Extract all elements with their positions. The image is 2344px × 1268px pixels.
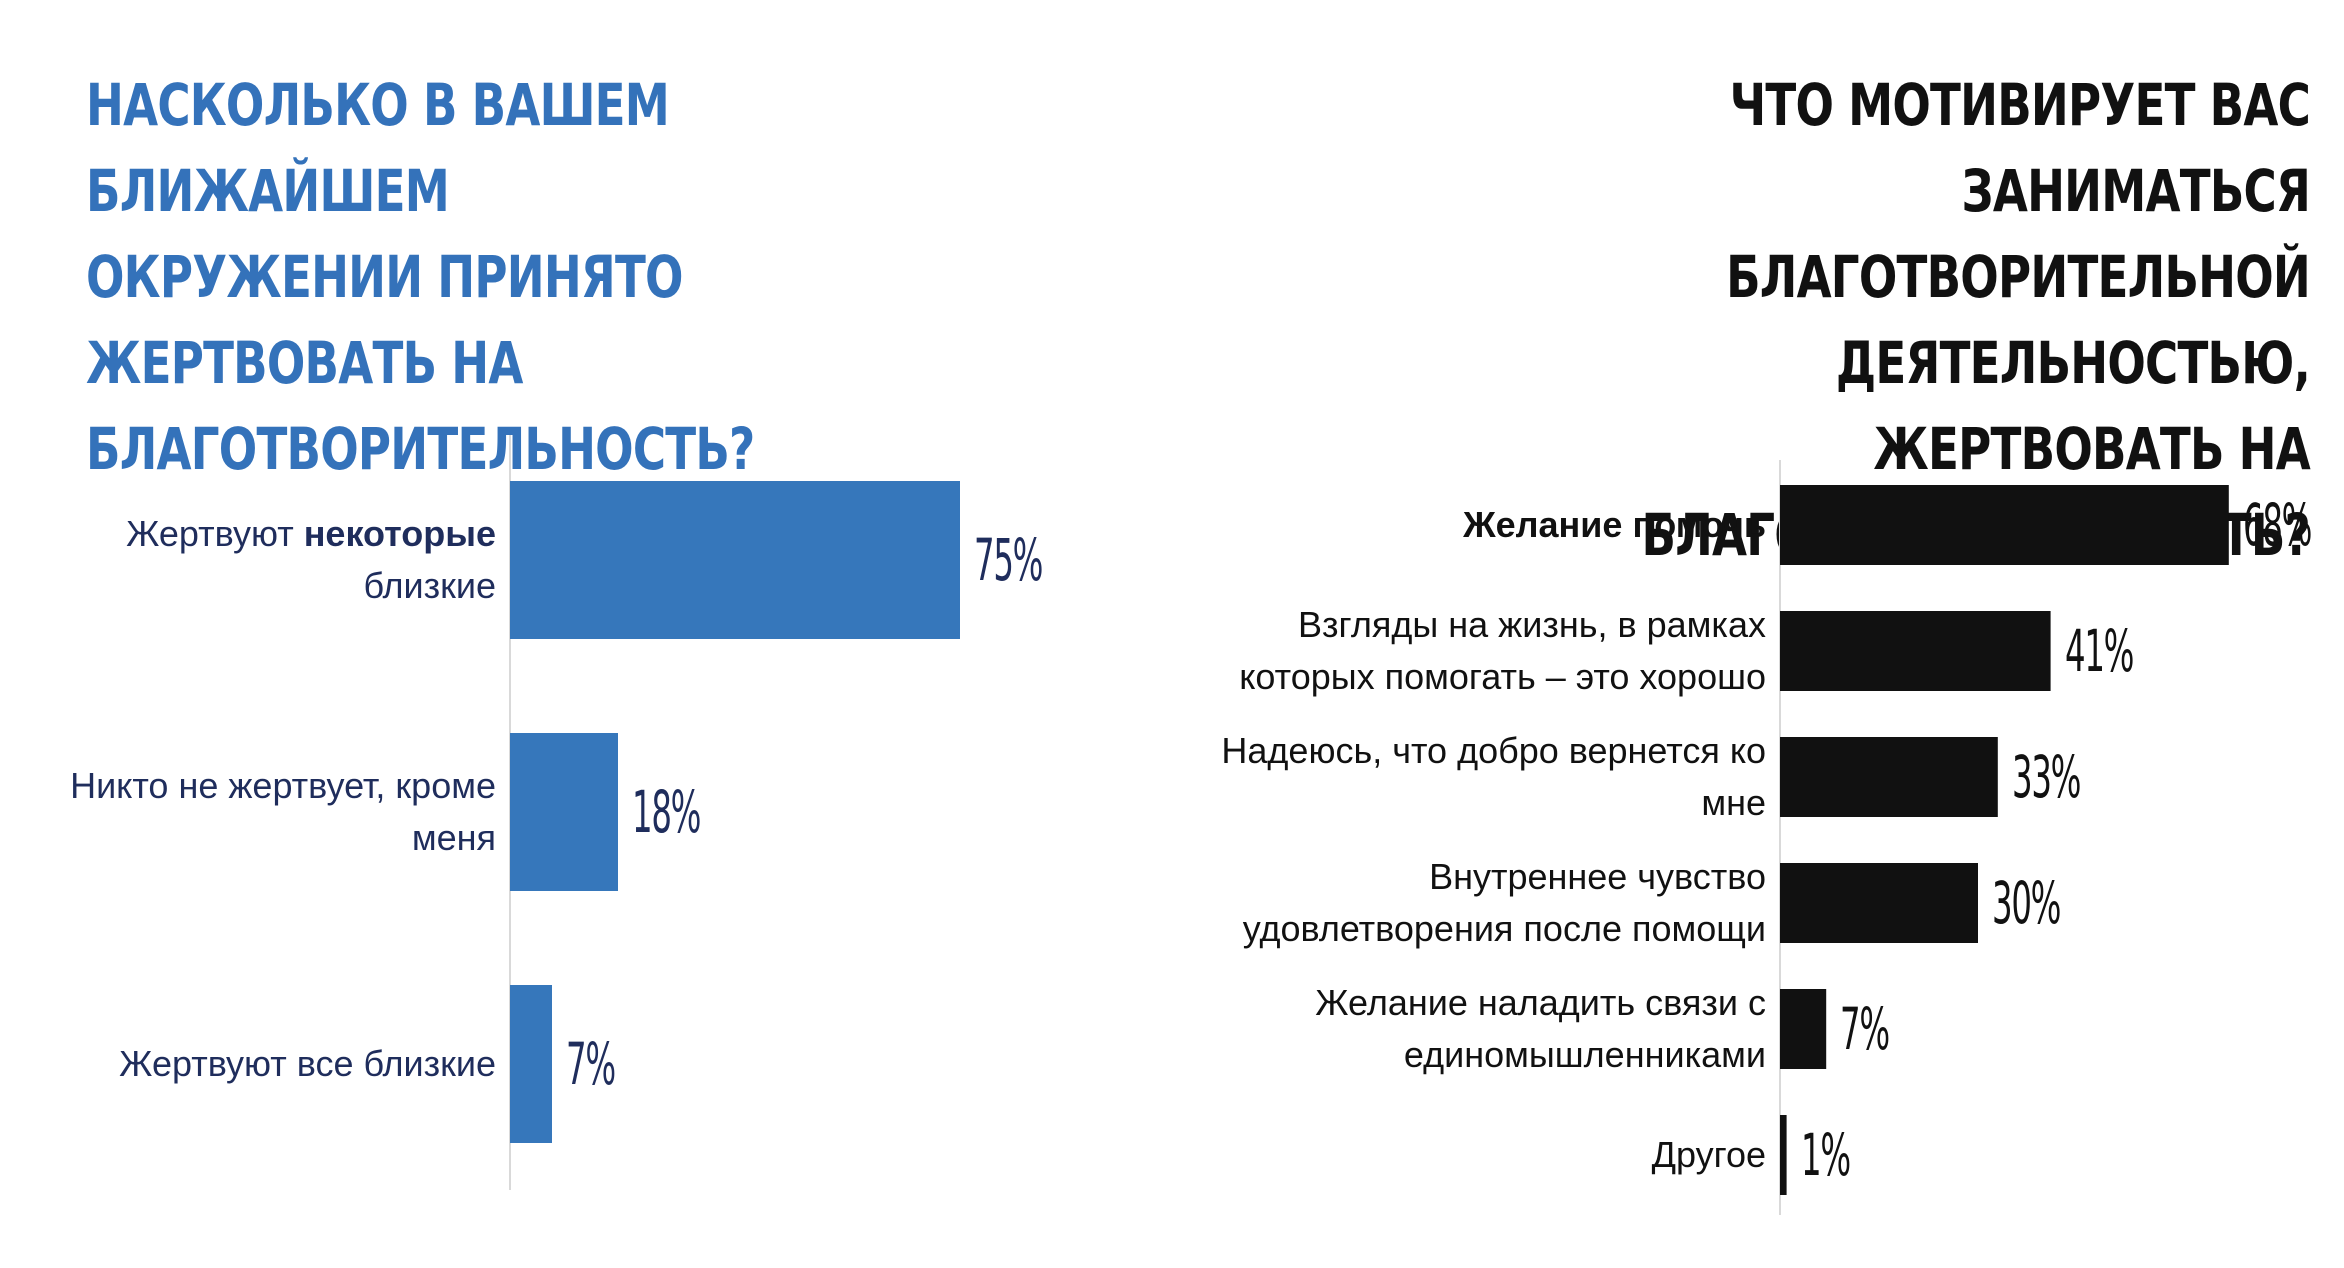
left-category-label-1: Никто не жертвует, кроме меня (70, 765, 496, 858)
right-category-label-4: Желание наладить связи с единомышленника… (1315, 982, 1766, 1075)
right-value-label-2: 33% (2011, 743, 2081, 811)
right-category-label-2: Надеюсь, что добро вернется ко мне (1221, 730, 1766, 823)
right-bar-5 (1780, 1115, 1787, 1195)
right-bar-1 (1780, 611, 2051, 691)
right-value-label-5: 1% (1800, 1121, 1851, 1189)
left-bar-0 (510, 481, 960, 639)
left-chart-title: Насколько в вашем ближайшем окружении пр… (86, 71, 755, 483)
right-bar-3 (1780, 863, 1978, 943)
left-category-label-2: Жертвуют все близкие (119, 1043, 496, 1084)
right-category-label-5: Другое (1651, 1134, 1766, 1175)
right-category-label-1: Взгляды на жизнь, в рамках которых помог… (1239, 604, 1766, 697)
left-category-emphasis-0: некоторые (303, 513, 496, 554)
right-value-label-0: 68% (2242, 491, 2312, 559)
left-category-label-0: Жертвуют некоторые близкие (126, 513, 496, 606)
right-bar-4 (1780, 989, 1827, 1069)
left-bar-1 (510, 733, 618, 891)
right-value-label-1: 41% (2064, 617, 2134, 685)
right-value-label-3: 30% (1992, 869, 2061, 937)
right-bar-2 (1780, 737, 1998, 817)
right-bar-0 (1780, 485, 2229, 565)
right-category-label-3: Внутреннее чувство удовлетворения после … (1242, 856, 1766, 949)
right-value-label-4: 7% (1840, 995, 1890, 1063)
left-bar-2 (510, 985, 552, 1143)
right-category-label-0: Желание помочь (1046, 499, 1766, 551)
right-category-emphasis-0: Желание помочь (1463, 504, 1766, 545)
left-value-label-2: 7% (566, 1030, 616, 1098)
left-value-label-0: 75% (974, 526, 1043, 594)
left-value-label-1: 18% (632, 778, 701, 846)
